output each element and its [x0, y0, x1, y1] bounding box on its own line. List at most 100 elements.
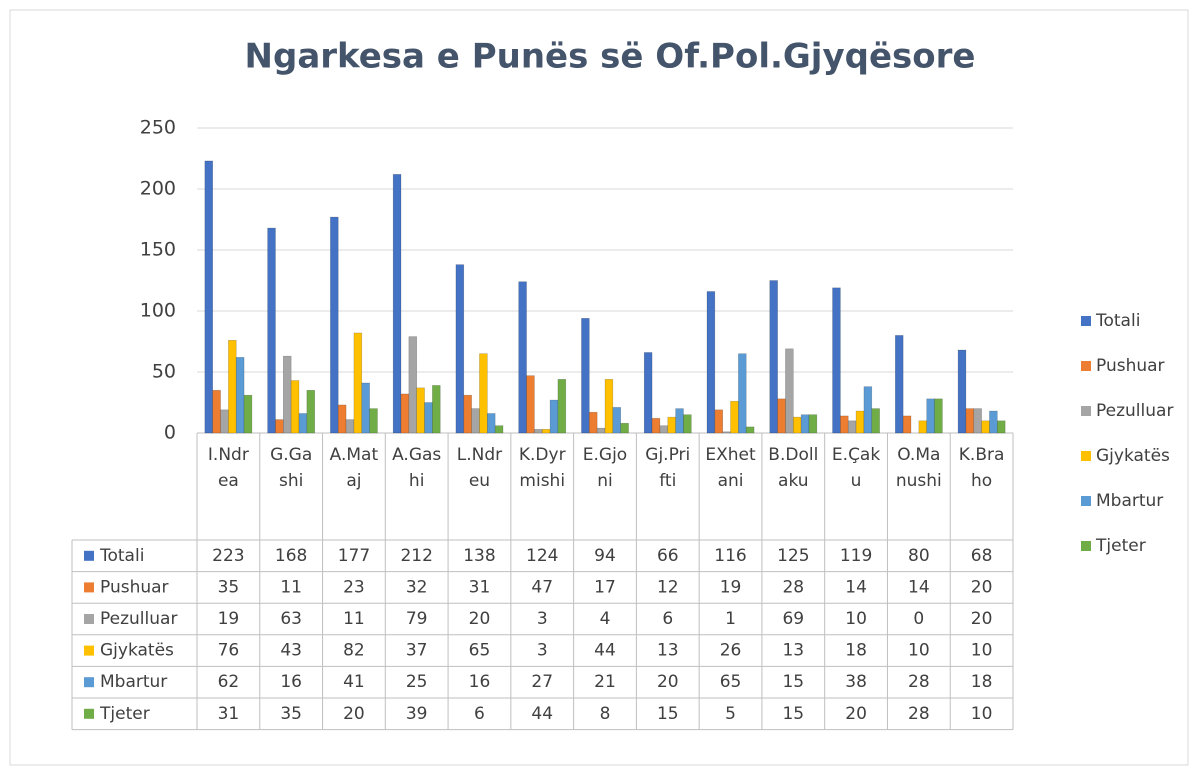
bar	[432, 385, 441, 434]
bar	[918, 420, 927, 434]
table-value: 10	[971, 641, 993, 661]
bar	[541, 429, 551, 434]
table-value: 3	[537, 641, 548, 661]
bar	[463, 394, 472, 434]
table-legend-key	[84, 582, 94, 593]
bar	[738, 353, 747, 434]
table-value: 15	[782, 704, 804, 724]
x-tick-label: L.Ndreu	[456, 445, 503, 491]
bar	[306, 389, 315, 434]
table-value: 13	[657, 641, 679, 661]
table-value: 20	[657, 672, 679, 692]
table-value: 35	[280, 704, 302, 724]
bar	[353, 332, 363, 434]
table-value: 6	[662, 609, 673, 629]
table-value: 44	[531, 704, 553, 724]
bar	[667, 416, 676, 434]
bar	[581, 318, 590, 434]
bar	[212, 389, 221, 434]
bar	[589, 411, 598, 434]
bar	[785, 348, 794, 434]
table-value: 23	[343, 577, 365, 597]
bar	[400, 393, 410, 434]
bar	[800, 414, 810, 434]
table-value: 38	[845, 672, 867, 692]
bar	[518, 281, 527, 434]
table-legend-key	[84, 645, 94, 656]
bar	[361, 382, 370, 434]
x-tick-label: K.Braho	[958, 445, 1005, 491]
table-value: 10	[908, 641, 930, 661]
table-value: 47	[531, 577, 553, 597]
bar	[934, 398, 943, 434]
table-value: 116	[714, 546, 746, 566]
bar	[745, 426, 755, 434]
bar	[706, 291, 716, 434]
table-value: 32	[406, 577, 428, 597]
table-value: 26	[720, 641, 742, 661]
bar	[267, 227, 276, 434]
table-value: 19	[720, 577, 742, 597]
table-value: 41	[343, 672, 365, 692]
table-value: 125	[777, 546, 809, 566]
bar	[455, 264, 465, 434]
x-tick-label: B.Dollaku	[768, 445, 819, 491]
table-legend-key	[84, 614, 94, 624]
bar	[416, 387, 425, 434]
table-legend-key	[84, 677, 94, 688]
legend-label: Totali	[1095, 311, 1140, 331]
table-value: 14	[908, 577, 930, 597]
x-tick-label: EXhetani	[705, 445, 756, 491]
table-value: 82	[343, 641, 365, 661]
table-value: 11	[343, 609, 365, 629]
bar	[643, 352, 653, 434]
bar	[683, 414, 692, 434]
legend-key	[1081, 316, 1091, 326]
bar	[965, 408, 975, 434]
x-tick-label: E.Gjoni	[582, 445, 628, 491]
bar	[722, 431, 731, 434]
x-tick-label: I.Ndrea	[207, 445, 249, 491]
bar	[494, 425, 504, 434]
table-value: 4	[600, 609, 611, 629]
table-value: 66	[657, 546, 679, 566]
bar	[392, 174, 402, 434]
table-value: 8	[600, 704, 611, 724]
legend-label: Mbartur	[1096, 491, 1163, 511]
bar	[526, 375, 535, 434]
y-tick-label: 250	[140, 117, 176, 139]
y-tick-label: 150	[140, 239, 176, 261]
table-value: 10	[971, 704, 993, 724]
table-value: 20	[469, 609, 491, 629]
table-value: 80	[908, 546, 930, 566]
bar	[204, 160, 213, 434]
bar	[973, 408, 982, 434]
table-value: 17	[594, 577, 616, 597]
bar	[290, 380, 300, 434]
table-value: 76	[218, 641, 240, 661]
y-tick-label: 50	[152, 361, 176, 383]
table-value: 16	[280, 672, 302, 692]
table-value: 13	[782, 641, 804, 661]
y-tick-label: 200	[140, 178, 176, 200]
bar	[769, 280, 778, 434]
table-value: 21	[594, 672, 616, 692]
legend-key	[1081, 451, 1091, 461]
table-value: 65	[469, 641, 491, 661]
table-value: 12	[657, 577, 679, 597]
bar	[777, 398, 786, 434]
table-value: 20	[971, 609, 993, 629]
table-value: 20	[343, 704, 365, 724]
table-value: 212	[400, 546, 432, 566]
table-value: 19	[218, 609, 240, 629]
x-tick-label: A.Mataj	[329, 445, 379, 491]
table-value: 28	[908, 704, 930, 724]
table-legend-key	[84, 550, 94, 561]
bar	[863, 386, 873, 434]
bar	[871, 408, 880, 434]
bar	[895, 335, 904, 434]
y-tick-label: 0	[164, 422, 176, 444]
bar	[981, 420, 990, 434]
bar	[220, 409, 229, 434]
